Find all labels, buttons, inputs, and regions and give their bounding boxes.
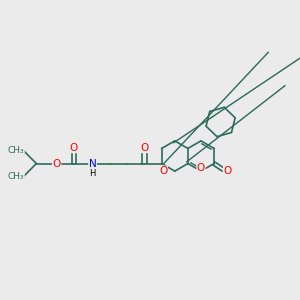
Text: CH₃: CH₃ <box>8 146 24 155</box>
Text: CH₃: CH₃ <box>8 172 24 181</box>
Text: O: O <box>197 163 205 172</box>
Text: O: O <box>70 143 78 153</box>
Text: H: H <box>89 169 96 178</box>
Text: N: N <box>89 159 96 169</box>
Text: O: O <box>159 166 167 176</box>
Text: O: O <box>224 166 232 176</box>
Text: O: O <box>52 159 61 169</box>
Text: O: O <box>140 143 148 153</box>
